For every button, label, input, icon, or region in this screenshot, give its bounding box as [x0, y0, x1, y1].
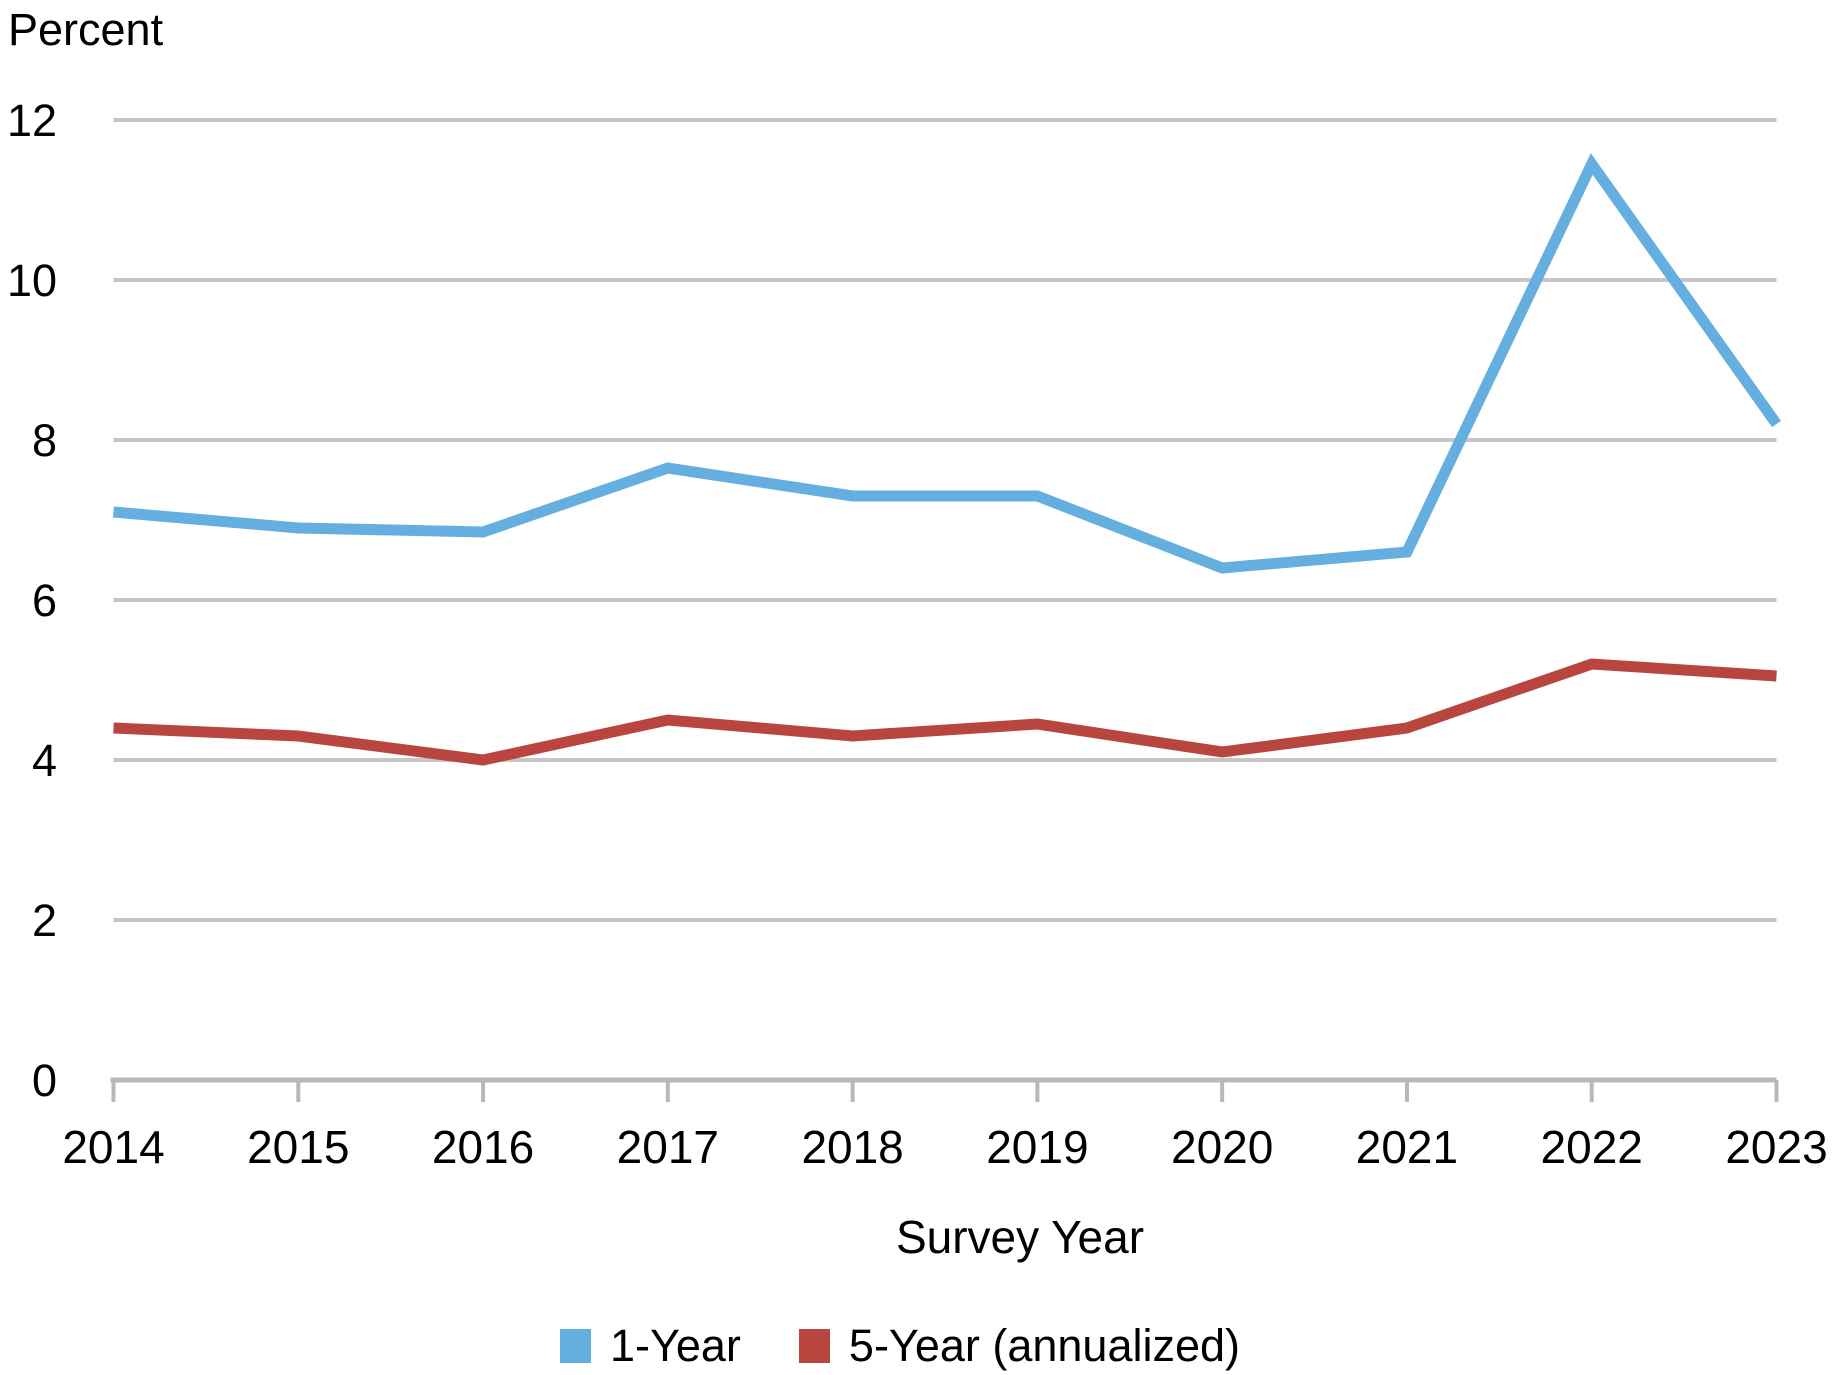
x-tick-label: 2022 [1541, 1121, 1643, 1173]
x-tick-label: 2015 [247, 1121, 349, 1173]
series-lines [113, 153, 1781, 766]
y-tick-label: 6 [32, 575, 57, 626]
y-axis-title: Percent [8, 4, 164, 55]
x-tick-label: 2023 [1725, 1121, 1827, 1173]
legend-item-5-year: 5-Year (annualized) [798, 1320, 1241, 1372]
y-tick-label: 8 [32, 415, 57, 466]
legend-item-1-year: 1-Year [559, 1320, 741, 1372]
x-tick-label: 2017 [617, 1121, 719, 1173]
y-tick-label: 12 [7, 95, 57, 146]
gridlines [113, 118, 1777, 922]
x-tick-label: 2020 [1171, 1121, 1273, 1173]
x-tick-label: 2014 [62, 1121, 164, 1173]
legend-label-1-year: 1-Year [609, 1320, 741, 1371]
x-tick-label: 2016 [432, 1121, 534, 1173]
legend-label-5-year: 5-Year (annualized) [848, 1320, 1241, 1371]
series-line-5-year-annualized- [113, 658, 1777, 766]
legend-swatch-5-year [798, 1329, 830, 1363]
y-tick-label: 2 [32, 895, 57, 946]
x-tick-label: 2018 [801, 1121, 903, 1173]
y-tick-label: 0 [32, 1055, 57, 1106]
x-tick-labels: 2014 2015 2016 2017 2018 2019 2020 2021 2022 2023 [62, 1121, 1827, 1173]
y-tick-label: 10 [7, 255, 57, 306]
y-tick-label: 4 [32, 735, 57, 786]
y-tick-labels: 0 2 4 6 8 10 12 [7, 95, 57, 1106]
legend: 1-Year 5-Year (annualized) [0, 1320, 1840, 1372]
x-axis-title: Survey Year [895, 1211, 1145, 1263]
legend-swatch-1-year [559, 1329, 591, 1363]
series-line-1-year [113, 153, 1781, 574]
x-tick-label: 2021 [1356, 1121, 1458, 1173]
x-axis [110, 1077, 1779, 1102]
x-tick-label: 2019 [986, 1121, 1088, 1173]
